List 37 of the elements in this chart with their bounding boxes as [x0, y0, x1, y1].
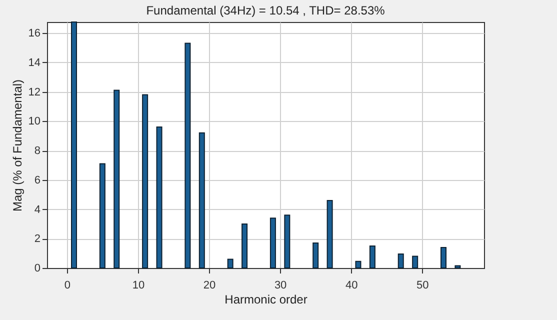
y-tick-label: 4 [34, 204, 40, 216]
bar [454, 265, 461, 268]
x-axis-title: Harmonic order [224, 292, 308, 306]
y-tick-label: 14 [28, 56, 40, 69]
x-tick-label: 30 [274, 280, 287, 292]
x-tick-label: 20 [203, 280, 216, 292]
bar [184, 42, 191, 268]
y-axis-title: Mag (% of Fundamental) [10, 79, 24, 212]
y-tick-label: 10 [28, 116, 40, 128]
y-tick-label: 6 [34, 174, 40, 186]
bar [270, 218, 276, 268]
bar [312, 242, 319, 268]
bar [156, 126, 162, 268]
y-tick-label: 0 [34, 262, 40, 274]
x-tick-label: 50 [416, 280, 429, 292]
y-tick-label: 12 [28, 86, 40, 98]
bar [398, 254, 404, 268]
y-tick-label: 16 [28, 28, 40, 40]
bar [198, 132, 205, 268]
bar [326, 200, 333, 268]
bar [284, 214, 290, 268]
y-tick-label: 8 [34, 145, 40, 158]
bar [99, 163, 106, 268]
bar [71, 22, 77, 268]
y-tick-label: 2 [34, 233, 40, 246]
x-tick-label: 10 [132, 280, 145, 292]
bar [355, 260, 362, 268]
x-tick-label: 0 [64, 280, 70, 292]
x-tick-label: 40 [346, 280, 358, 292]
bar [227, 258, 234, 268]
bar [440, 246, 446, 268]
bar [369, 245, 376, 268]
bar [142, 94, 148, 268]
bar [242, 223, 248, 268]
bar [412, 256, 418, 268]
bar [114, 90, 120, 268]
chart-title: Fundamental (34Hz) = 10.54 , THD= 28.53% [146, 4, 386, 18]
